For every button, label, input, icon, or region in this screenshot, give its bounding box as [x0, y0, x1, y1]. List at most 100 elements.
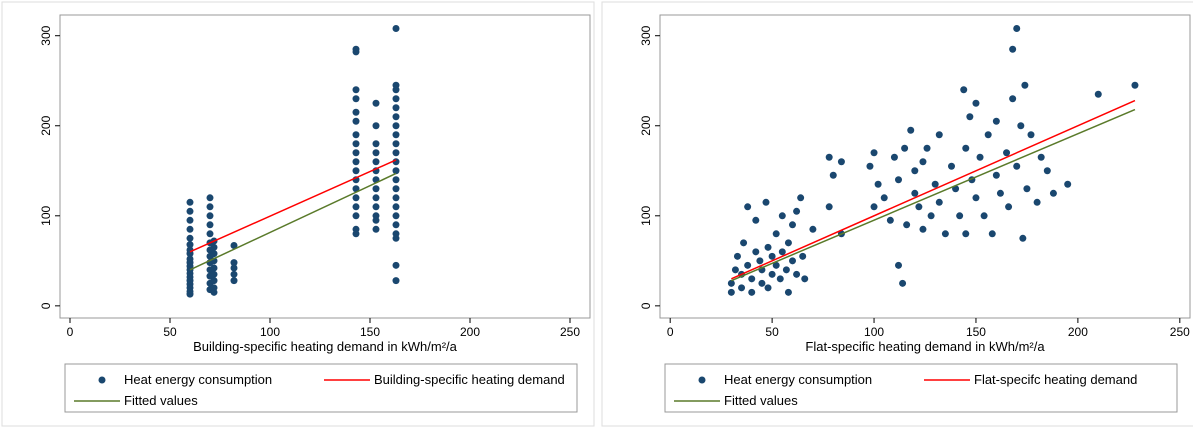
scatter-point	[899, 279, 907, 287]
y-tick-label: 100	[39, 205, 53, 225]
scatter-point	[1064, 180, 1072, 188]
fit-line	[731, 99, 1136, 280]
x-tick-label: 50	[765, 325, 779, 339]
scatter-point	[980, 212, 988, 220]
scatter-point	[372, 185, 380, 193]
scatter-point	[1009, 45, 1017, 53]
scatter-point	[992, 171, 1000, 179]
legend: Heat energy consumption Flat-specifc heat…	[664, 363, 1178, 413]
scatter-point	[186, 225, 194, 233]
legend-label: Heat energy consumption	[724, 372, 872, 387]
scatter-point	[972, 194, 980, 202]
x-tick-label: 0	[67, 325, 74, 339]
scatter-point	[931, 180, 939, 188]
scatter-point	[801, 275, 809, 283]
scatter-point	[372, 122, 380, 130]
scatter-point	[392, 25, 400, 33]
y-tick-label: 0	[39, 302, 53, 309]
legend-box	[664, 363, 1178, 413]
scatter-point	[756, 257, 764, 265]
scatter-point	[1023, 185, 1031, 193]
scatter-point	[1021, 81, 1029, 89]
scatter-point	[210, 277, 218, 285]
scatter-point	[907, 126, 915, 134]
scatter-point	[206, 203, 214, 211]
scatter-point	[758, 279, 766, 287]
scatter-point	[210, 270, 218, 278]
chart-panel: 0 50 100 150 200 250 0 100 200 300 Building-specif…	[1, 1, 595, 427]
scatter-point	[352, 108, 360, 116]
scatter-point	[768, 252, 776, 260]
x-tick-label: 100	[864, 325, 884, 339]
legend-label: Heat energy consumption	[124, 372, 272, 387]
scatter-point	[903, 221, 911, 229]
scatter-point	[186, 250, 194, 258]
scatter-point	[927, 212, 935, 220]
scatter-point	[392, 86, 400, 94]
scatter-point	[352, 230, 360, 238]
scatter-point	[230, 242, 238, 250]
scatter-point	[948, 162, 955, 170]
scatter-point	[919, 225, 927, 233]
scatter-point	[799, 252, 807, 260]
scatter-point	[1017, 122, 1025, 130]
scatter-point	[778, 248, 786, 256]
scatter-point	[186, 216, 194, 224]
scatter-point	[392, 277, 400, 285]
scatter-point	[1033, 198, 1041, 206]
scatter-point	[727, 279, 735, 287]
scatter-point	[789, 221, 796, 229]
scatter-point	[1027, 131, 1035, 139]
y-tick-label: 100	[639, 205, 653, 225]
x-tick-label: 150	[966, 325, 986, 339]
scatter-point	[230, 259, 238, 267]
scatter-point	[1049, 189, 1057, 197]
scatter-point	[392, 113, 400, 121]
scatter-point	[768, 270, 776, 278]
scatter-point	[1043, 167, 1051, 175]
scatter-point	[992, 117, 1000, 125]
scatter-point	[206, 194, 214, 202]
scatter-point	[1094, 90, 1102, 98]
plot-area	[59, 14, 591, 319]
scatter-point	[230, 277, 238, 285]
scatter-point	[772, 230, 780, 238]
legend: Heat energy consumption Building-specific…	[64, 363, 578, 413]
scatter-point	[911, 167, 919, 175]
scatter-point	[186, 198, 194, 206]
scatter-point	[392, 95, 400, 103]
scatter-point	[186, 207, 194, 215]
scatter-point	[210, 264, 218, 272]
scatter-point	[880, 194, 888, 202]
scatter-point	[960, 86, 968, 94]
scatter-point	[731, 266, 739, 274]
scatter-point	[901, 144, 909, 152]
scatter-point	[372, 203, 380, 211]
scatter-point	[988, 230, 996, 238]
scatter-point	[210, 250, 218, 258]
scatter-point	[793, 207, 801, 215]
legend-label: Building-specific heating demand	[374, 372, 565, 387]
x-tick-label: 200	[460, 325, 480, 339]
scatter-point	[392, 212, 400, 220]
scatter-point	[890, 153, 898, 161]
scatter-point	[206, 212, 214, 220]
x-tick-label: 250	[560, 325, 580, 339]
scatter-point	[392, 167, 400, 175]
scatter-point	[935, 198, 943, 206]
scatter-point	[744, 203, 752, 211]
scatter-point	[372, 158, 380, 166]
x-axis-title: Flat-specific heating demand in kWh/m²/a	[805, 339, 1045, 354]
scatter-point	[352, 203, 360, 211]
scatter-point	[392, 131, 400, 139]
chart-panel: 0 50 100 150 200 250 0 100 200 300 Flat-specific h…	[601, 1, 1193, 427]
scatter-point	[392, 221, 400, 229]
scatter-point	[744, 261, 752, 269]
scatter-point	[935, 131, 943, 139]
fit-line	[189, 172, 397, 271]
scatter-point	[392, 176, 400, 184]
scatter-point	[919, 158, 927, 166]
scatter-point	[911, 189, 919, 197]
scatter-point	[352, 194, 360, 202]
scatter-point	[825, 153, 833, 161]
